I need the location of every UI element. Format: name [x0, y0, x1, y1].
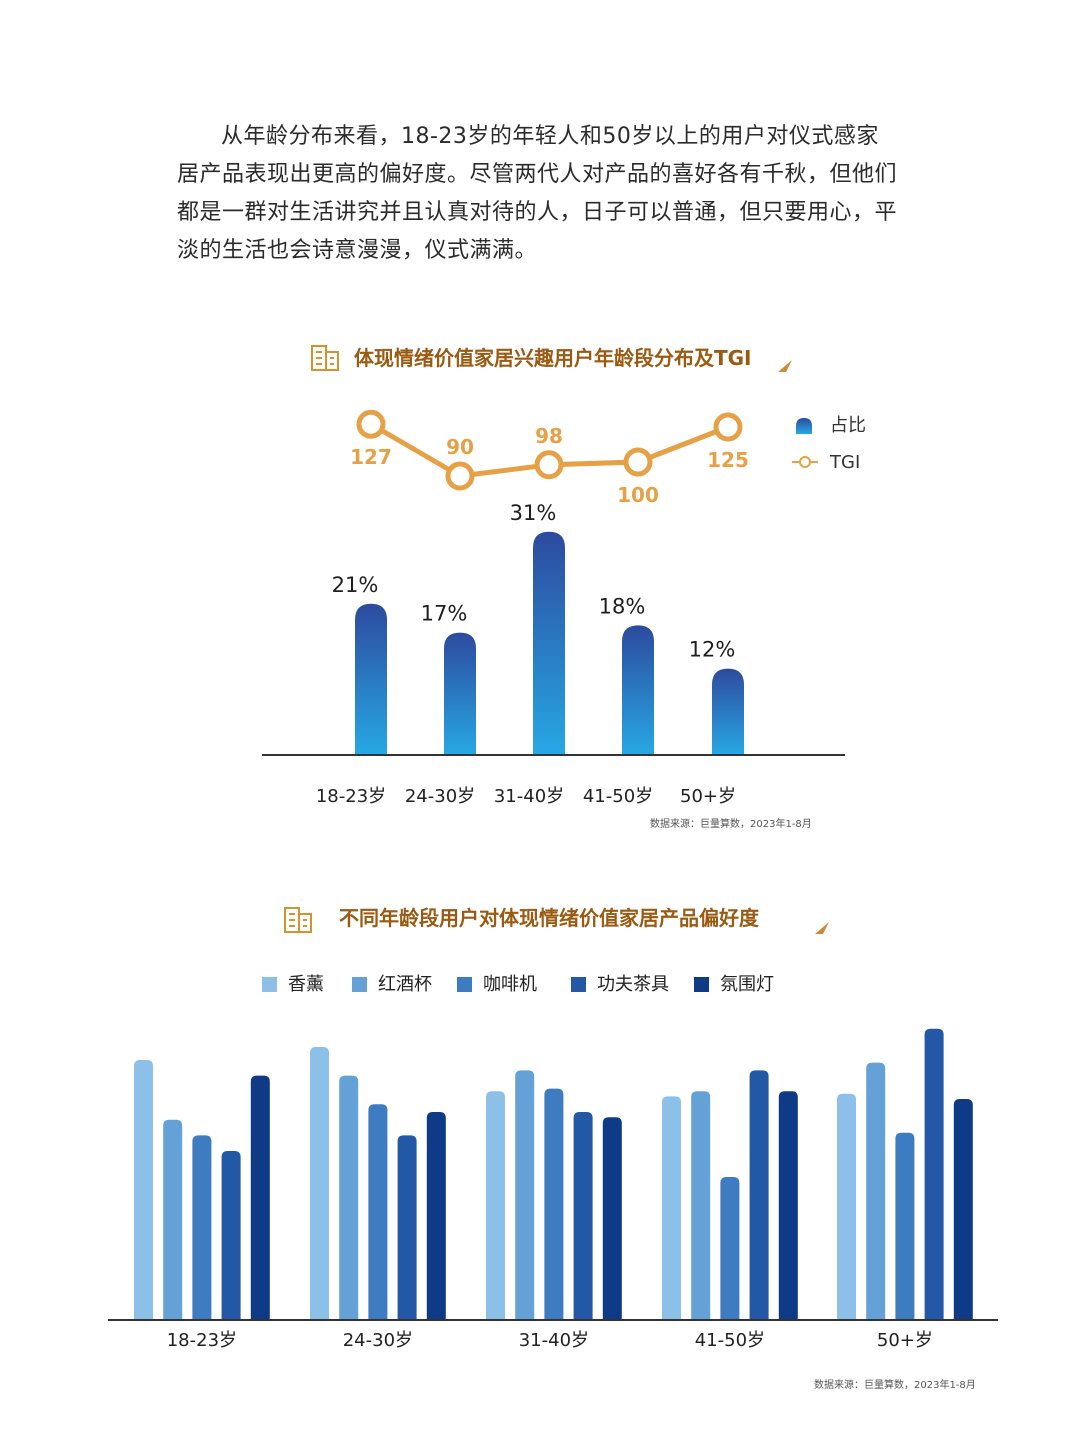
chart1-legend: 占比 TGI [792, 415, 866, 473]
x-tick-label: 50+岁 [680, 786, 736, 807]
tgi-point [534, 450, 564, 480]
share-value-label: 17% [421, 602, 468, 626]
preference-bar [749, 1070, 769, 1320]
tgi-value-label: 125 [707, 448, 749, 472]
legend-label: 功夫茶具 [597, 974, 669, 995]
preference-bar [895, 1132, 915, 1320]
preference-bar [134, 1060, 153, 1320]
legend-label-share: 占比 [830, 415, 866, 436]
chart2-source: 数据来源：巨量算数，2023年1-8月 [814, 1380, 976, 1391]
age-distribution-tgi-chart: 21% 17% 31% 18% 12% 127 90 98 100 125 18-23岁 24-3… [262, 409, 866, 807]
product-preference-chart: 香薰 红酒杯 咖啡机 功夫茶具 氛围灯 18-23岁 24-30岁 31-40岁 41-50岁… [108, 974, 998, 1351]
tgi-value-label: 127 [350, 445, 392, 469]
x-tick-label: 18-23岁 [167, 1330, 237, 1351]
x-tick-label: 31-40岁 [519, 1330, 589, 1351]
legend-tgi-marker [799, 456, 811, 468]
x-tick-label: 41-50岁 [583, 786, 653, 807]
intro-paragraph: 从年龄分布来看，18-23岁的年轻人和50岁以上的用户对仪式感家居产品表现出更高… [177, 124, 898, 263]
tgi-value-label: 100 [617, 483, 659, 507]
legend-label: 香薰 [288, 974, 324, 995]
x-tick-label: 50+岁 [877, 1330, 933, 1351]
tgi-value-label: 90 [446, 435, 474, 459]
preference-bar [310, 1047, 329, 1320]
share-bar [533, 531, 565, 755]
legend-swatch [352, 977, 367, 992]
preference-bar [339, 1075, 359, 1320]
share-bar [444, 632, 476, 755]
preference-bar [192, 1135, 212, 1320]
legend-swatch [262, 977, 277, 992]
preference-bar [924, 1028, 944, 1320]
preference-bar [368, 1104, 388, 1320]
preference-bar [250, 1075, 270, 1320]
legend-label: 咖啡机 [483, 974, 537, 995]
preference-bar [163, 1119, 183, 1320]
preference-bar [573, 1112, 593, 1320]
preference-bar [662, 1096, 681, 1320]
chart2-title: 不同年龄段用户对体现情绪价值家居产品偏好度 [339, 906, 759, 930]
tgi-point [445, 461, 475, 491]
tgi-value-label: 98 [535, 424, 563, 448]
preference-bar [426, 1112, 446, 1320]
x-tick-label: 24-30岁 [343, 1330, 413, 1351]
preference-bar [486, 1091, 505, 1320]
legend-label: 氛围灯 [720, 974, 774, 995]
preference-bar [544, 1088, 564, 1320]
x-tick-label: 24-30岁 [405, 786, 475, 807]
share-bar [712, 668, 744, 755]
legend-swatch [694, 977, 709, 992]
x-tick-label: 31-40岁 [494, 786, 564, 807]
share-value-label: 31% [510, 501, 557, 525]
x-tick-label: 18-23岁 [316, 786, 386, 807]
preference-bar [221, 1151, 241, 1320]
share-bar [622, 625, 654, 755]
share-value-label: 18% [599, 594, 646, 618]
preference-bar [515, 1070, 535, 1320]
preference-bar [720, 1177, 740, 1320]
tgi-point [623, 447, 653, 477]
share-value-label: 21% [332, 573, 379, 597]
preference-bar [602, 1117, 622, 1320]
share-value-label: 12% [689, 638, 736, 662]
preference-bar [691, 1091, 711, 1320]
preference-bar [778, 1091, 798, 1320]
legend-label: 红酒杯 [378, 974, 432, 995]
building-icon [284, 907, 829, 934]
building-icon [311, 345, 792, 372]
preference-bar [866, 1062, 886, 1320]
tgi-point [356, 409, 386, 439]
chart2-title-bar: 不同年龄段用户对体现情绪价值家居产品偏好度 [281, 900, 829, 942]
chart1-source: 数据来源：巨量算数，2023年1-8月 [650, 819, 812, 830]
share-bar [355, 603, 387, 755]
chart1-title-bar: 体现情绪价值家居兴趣用户年龄段分布及TGI [308, 338, 792, 380]
legend-label-tgi: TGI [829, 452, 860, 473]
chart2-legend: 香薰 红酒杯 咖啡机 功夫茶具 氛围灯 [262, 974, 774, 995]
preference-bar [397, 1135, 417, 1320]
x-tick-label: 41-50岁 [695, 1330, 765, 1351]
tgi-point [713, 412, 743, 442]
legend-bar-swatch [796, 418, 812, 434]
chart1-title: 体现情绪价值家居兴趣用户年龄段分布及TGI [354, 346, 752, 370]
preference-bar [953, 1099, 973, 1320]
legend-swatch [457, 977, 472, 992]
legend-swatch [571, 977, 586, 992]
preference-bar [837, 1093, 856, 1320]
